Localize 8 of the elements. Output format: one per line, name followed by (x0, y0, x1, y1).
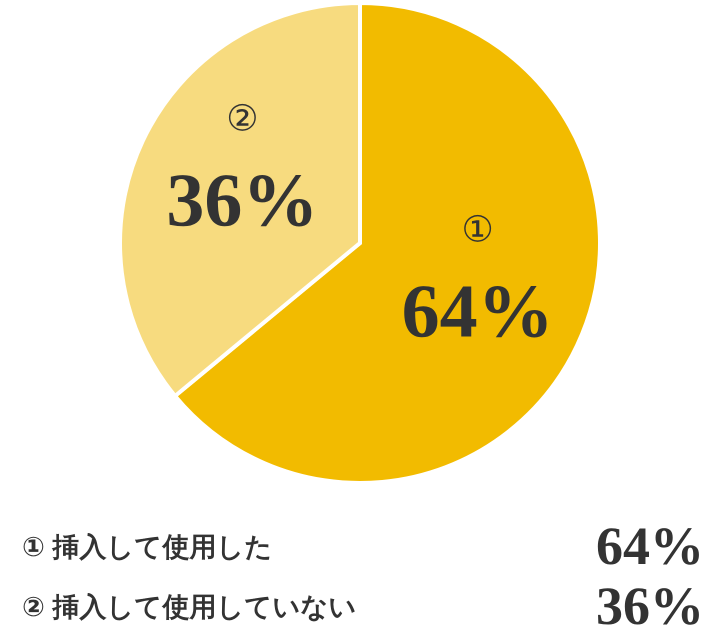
text: ② (226, 98, 259, 139)
text: ① 挿入して使用した (22, 532, 272, 562)
text: ① (461, 208, 494, 250)
data-label: 36% (166, 158, 318, 243)
data-label: 64% (402, 269, 554, 354)
text: 64% (596, 516, 704, 576)
text: ② 挿入して使用していない (22, 592, 356, 622)
text: 36% (596, 576, 704, 636)
